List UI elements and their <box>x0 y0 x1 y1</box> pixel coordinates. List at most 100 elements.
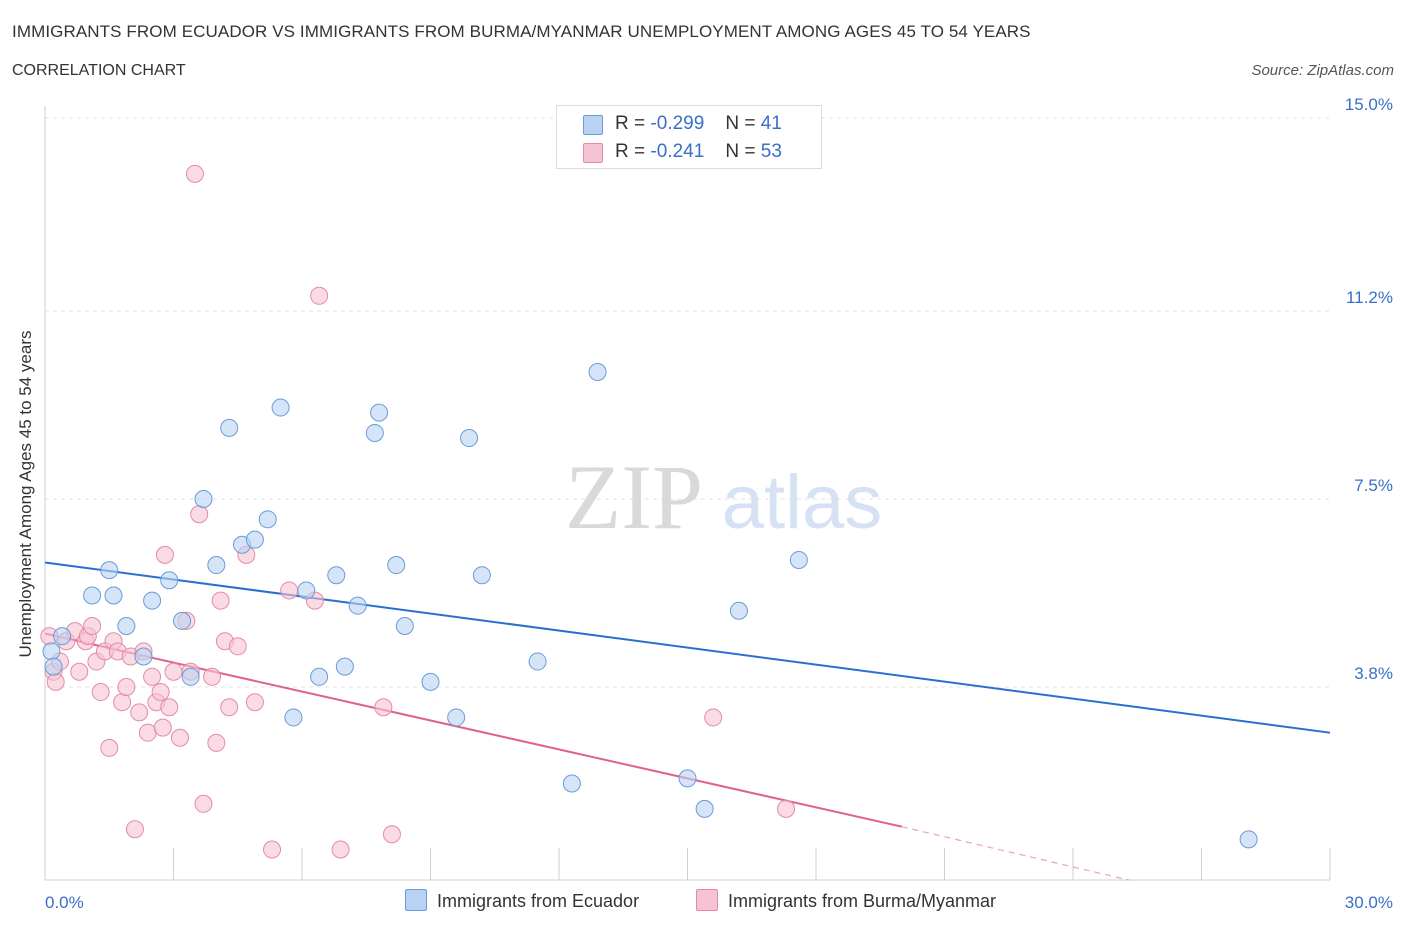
y-axis-label: Unemployment Among Ages 45 to 54 years <box>16 330 35 658</box>
data-point-ecuador <box>421 672 440 691</box>
y-tick-label: 3.8% <box>1354 664 1393 683</box>
data-point-ecuador <box>245 530 264 549</box>
data-point-burma <box>207 733 226 752</box>
data-point-burma <box>382 825 401 844</box>
data-point-burma <box>138 723 157 742</box>
data-point-ecuador <box>271 398 290 417</box>
data-point-ecuador <box>348 596 367 615</box>
y-tick-label: 15.0% <box>1345 95 1393 114</box>
legend-n-label: N = <box>725 141 756 162</box>
data-point-ecuador <box>588 363 607 381</box>
data-point-burma <box>130 703 149 722</box>
legend-r-label: R = <box>615 113 646 134</box>
y-tick-label: 11.2% <box>1346 288 1393 307</box>
x-tick-label: 30.0% <box>1345 893 1393 912</box>
data-point-ecuador <box>173 611 192 630</box>
stats-legend: R = -0.299 N = 41 R = -0.241 N = 53 <box>556 105 822 169</box>
data-point-ecuador <box>460 429 479 448</box>
data-point-ecuador <box>447 708 466 727</box>
data-point-burma <box>777 799 796 818</box>
data-point-ecuador <box>42 642 61 661</box>
data-point-burma <box>125 820 144 839</box>
trend-line-burma-extension <box>901 826 1129 881</box>
data-point-ecuador <box>1239 830 1258 849</box>
data-point-burma <box>46 672 65 691</box>
legend-swatch-blue <box>405 889 427 911</box>
trend-lines <box>44 561 1331 881</box>
data-point-ecuador <box>258 510 277 529</box>
data-point-burma <box>164 662 183 681</box>
legend-r-value: -0.299 <box>650 113 705 134</box>
data-point-ecuador <box>695 799 714 818</box>
data-point-burma <box>117 677 136 696</box>
chart-title: IMMIGRANTS FROM ECUADOR VS IMMIGRANTS FR… <box>12 22 1031 41</box>
data-point-ecuador <box>387 556 406 575</box>
trend-line-burma <box>44 632 902 828</box>
data-point-ecuador <box>53 627 72 646</box>
data-point-ecuador <box>44 657 63 676</box>
data-point-burma <box>374 698 393 717</box>
data-point-ecuador <box>284 708 303 727</box>
data-point-ecuador <box>117 617 136 635</box>
data-point-burma <box>220 698 239 717</box>
data-point-burma <box>280 581 299 600</box>
watermark: ZIP atlas <box>565 446 882 548</box>
data-point-burma <box>190 505 209 524</box>
data-point-ecuador <box>395 617 414 635</box>
data-point-ecuador <box>327 566 346 585</box>
legend-n-value: 41 <box>760 113 782 134</box>
legend-swatch-blue <box>583 115 603 135</box>
data-point-burma <box>331 840 350 859</box>
data-point-burma <box>310 286 329 305</box>
data-point-burma <box>155 545 174 564</box>
data-point-burma <box>185 164 204 183</box>
tick-labels: 3.8% 7.5% 11.2% 15.0% 0.0% 30.0% <box>45 95 1393 912</box>
data-point-ecuador <box>104 586 123 605</box>
bottom-legend-burma: Immigrants from Burma/Myanmar <box>696 889 996 912</box>
data-point-burma <box>211 591 230 610</box>
data-point-burma <box>151 683 170 702</box>
data-point-burma <box>263 840 282 859</box>
data-point-burma <box>100 738 119 757</box>
source-label: Source: ZipAtlas.com <box>1251 62 1394 79</box>
data-point-ecuador <box>83 586 102 605</box>
data-point-burma <box>143 667 162 686</box>
data-point-burma <box>194 794 213 813</box>
data-point-ecuador <box>729 601 748 620</box>
data-point-ecuador <box>789 550 808 569</box>
legend-n-value: 53 <box>760 141 782 162</box>
legend-label-ecuador: Immigrants from Ecuador <box>437 891 640 911</box>
trend-line-ecuador <box>44 561 1331 734</box>
data-point-ecuador <box>220 418 239 437</box>
legend-r-value: -0.241 <box>650 141 705 162</box>
data-point-ecuador <box>528 652 547 671</box>
x-tick-label: 0.0% <box>45 893 84 912</box>
watermark-atlas: atlas <box>722 460 883 545</box>
data-point-burma <box>83 617 102 635</box>
data-point-ecuador <box>100 561 119 580</box>
data-point-burma <box>70 662 89 681</box>
data-point-ecuador <box>134 647 153 666</box>
chart-subtitle: CORRELATION CHART <box>12 62 186 79</box>
legend-r-label: R = <box>615 141 646 162</box>
bottom-legend-ecuador: Immigrants from Ecuador <box>405 889 639 912</box>
data-point-ecuador <box>181 667 200 686</box>
legend-label-burma: Immigrants from Burma/Myanmar <box>728 891 997 911</box>
data-point-burma <box>91 683 110 702</box>
data-point-ecuador <box>143 591 162 610</box>
legend-swatch-pink <box>583 143 603 163</box>
data-point-burma <box>160 698 179 717</box>
data-point-ecuador <box>370 403 389 422</box>
data-point-burma <box>153 718 172 737</box>
data-point-burma <box>704 708 723 727</box>
grid-lines <box>45 117 1330 688</box>
data-point-ecuador <box>678 769 697 788</box>
data-point-burma <box>170 728 189 747</box>
data-point-burma <box>228 637 247 656</box>
data-point-ecuador <box>194 490 213 508</box>
data-points <box>40 164 1258 859</box>
legend-n-label: N = <box>725 113 756 134</box>
data-point-burma <box>203 667 222 686</box>
y-tick-label: 7.5% <box>1354 476 1393 495</box>
data-point-burma <box>245 693 264 712</box>
